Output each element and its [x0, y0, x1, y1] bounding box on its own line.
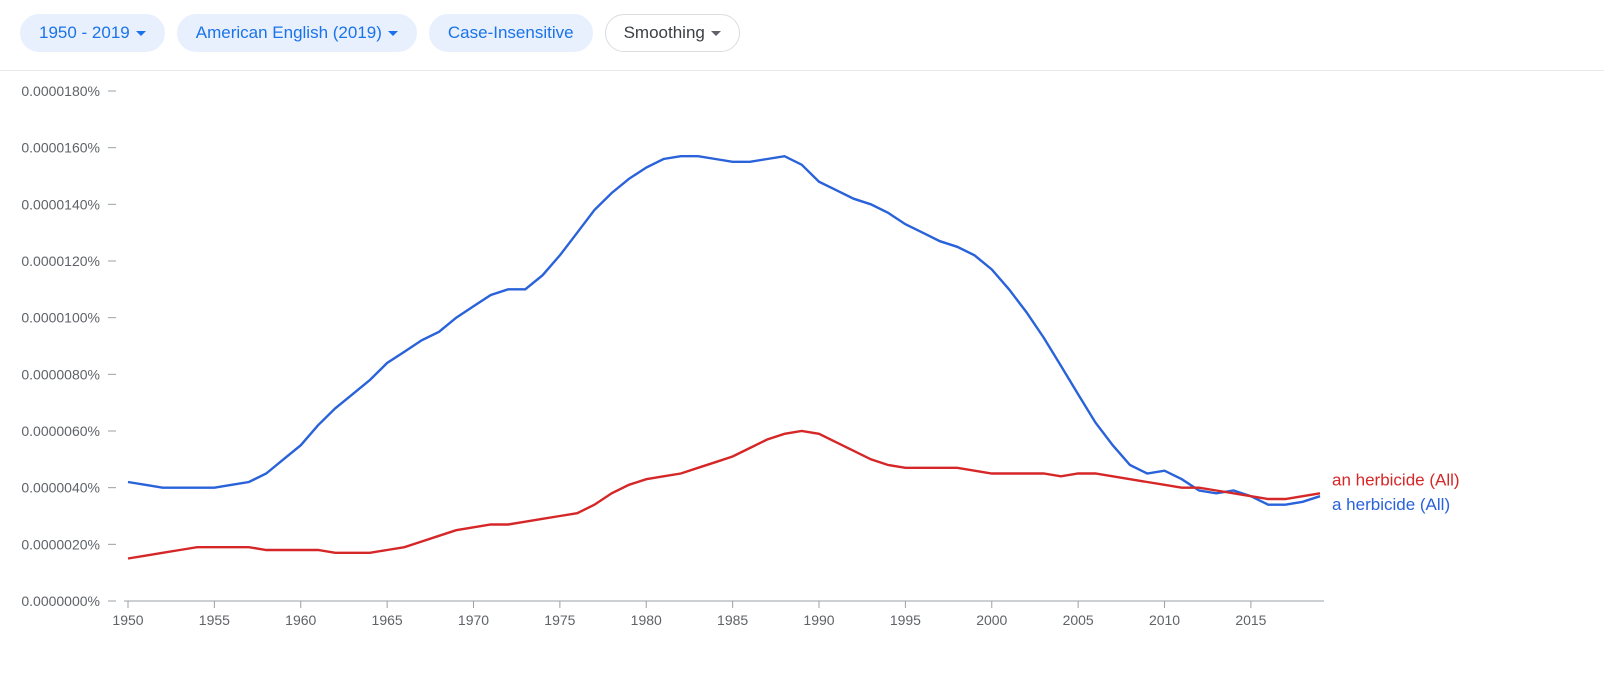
y-tick-label: 0.0000160% [21, 140, 100, 156]
smoothing-chip[interactable]: Smoothing [605, 14, 740, 52]
x-tick-label: 1985 [717, 612, 748, 628]
legend-label[interactable]: an herbicide (All) [1332, 470, 1460, 489]
chevron-down-icon [388, 31, 398, 36]
corpus-chip[interactable]: American English (2019) [177, 14, 417, 52]
x-tick-label: 2005 [1063, 612, 1094, 628]
ngram-chart: 0.0000000% 0.0000020% 0.0000040% 0.0000060%… [0, 71, 1604, 671]
y-tick-label: 0.0000060% [21, 423, 100, 439]
x-tick-label: 1995 [890, 612, 921, 628]
corpus-label: American English (2019) [196, 23, 382, 43]
x-tick-label: 1955 [199, 612, 230, 628]
y-tick-label: 0.0000180% [21, 83, 100, 99]
smoothing-label: Smoothing [624, 23, 705, 43]
x-tick-label: 1990 [803, 612, 834, 628]
y-tick-label: 0.0000040% [21, 480, 100, 496]
case-label: Case-Insensitive [448, 23, 574, 43]
series-line [128, 431, 1320, 559]
filter-toolbar: 1950 - 2019 American English (2019) Case… [0, 0, 1604, 71]
y-tick-label: 0.0000120% [21, 253, 100, 269]
y-tick-label: 0.0000000% [21, 593, 100, 609]
series-line [128, 156, 1320, 505]
legend-label[interactable]: a herbicide (All) [1332, 495, 1450, 514]
x-tick-label: 1970 [458, 612, 489, 628]
x-tick-label: 1960 [285, 612, 316, 628]
x-tick-label: 1950 [112, 612, 143, 628]
x-tick-label: 2015 [1235, 612, 1266, 628]
x-tick-label: 1980 [631, 612, 662, 628]
year-range-label: 1950 - 2019 [39, 23, 130, 43]
chart-svg: 0.0000000% 0.0000020% 0.0000040% 0.0000060%… [0, 71, 1604, 671]
x-tick-label: 2000 [976, 612, 1007, 628]
x-tick-label: 2010 [1149, 612, 1180, 628]
chevron-down-icon [136, 31, 146, 36]
x-tick-label: 1965 [372, 612, 403, 628]
year-range-chip[interactable]: 1950 - 2019 [20, 14, 165, 52]
case-chip[interactable]: Case-Insensitive [429, 14, 593, 52]
y-tick-label: 0.0000080% [21, 366, 100, 382]
chevron-down-icon [711, 31, 721, 36]
y-tick-label: 0.0000100% [21, 310, 100, 326]
y-tick-label: 0.0000020% [21, 536, 100, 552]
x-tick-label: 1975 [544, 612, 575, 628]
y-tick-label: 0.0000140% [21, 196, 100, 212]
